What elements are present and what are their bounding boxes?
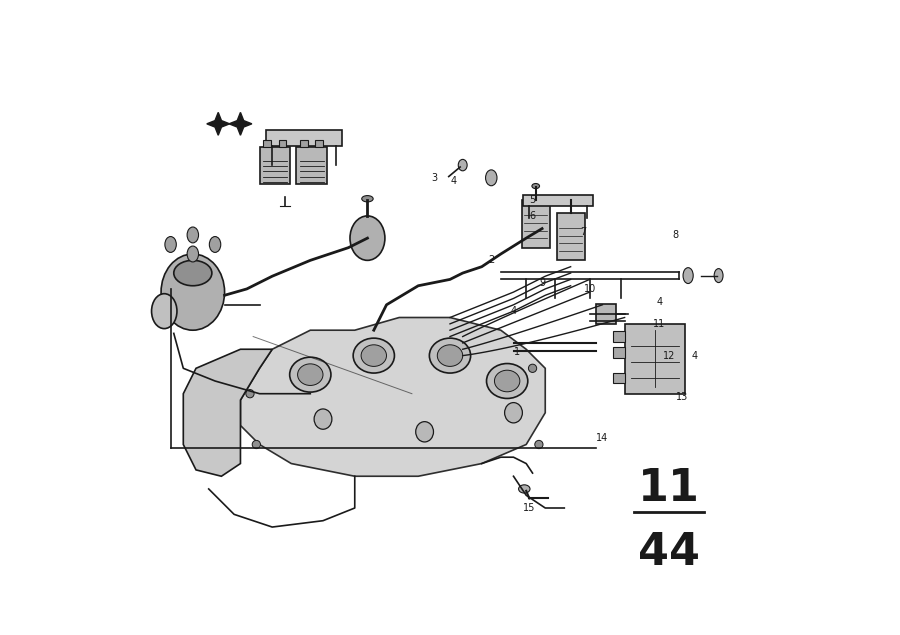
Ellipse shape — [165, 236, 176, 252]
Bar — [315, 140, 323, 147]
Ellipse shape — [535, 441, 543, 448]
Bar — [613, 347, 625, 358]
Ellipse shape — [246, 389, 254, 398]
Ellipse shape — [353, 338, 394, 373]
Ellipse shape — [437, 345, 463, 366]
Ellipse shape — [314, 409, 332, 429]
Text: 4: 4 — [656, 297, 662, 307]
Text: 13: 13 — [676, 392, 688, 402]
Bar — [523, 195, 593, 206]
Bar — [279, 140, 286, 147]
Ellipse shape — [350, 216, 385, 260]
Bar — [266, 130, 342, 146]
Ellipse shape — [416, 422, 434, 442]
Ellipse shape — [187, 227, 199, 243]
Text: 10: 10 — [583, 284, 596, 294]
Ellipse shape — [361, 345, 386, 366]
Text: 12: 12 — [663, 351, 675, 361]
Text: 7: 7 — [580, 227, 587, 237]
Ellipse shape — [494, 370, 520, 392]
Ellipse shape — [362, 196, 374, 202]
Polygon shape — [184, 349, 272, 476]
Ellipse shape — [298, 364, 323, 385]
Ellipse shape — [187, 246, 199, 262]
Ellipse shape — [715, 269, 723, 283]
Ellipse shape — [518, 485, 530, 493]
Text: 6: 6 — [529, 211, 535, 221]
Text: 4: 4 — [450, 176, 456, 186]
Bar — [259, 147, 290, 184]
Text: 5: 5 — [529, 195, 535, 205]
Bar — [613, 331, 625, 342]
Ellipse shape — [161, 254, 225, 330]
Ellipse shape — [683, 268, 693, 283]
Text: 3: 3 — [431, 173, 437, 183]
Polygon shape — [229, 112, 252, 135]
Text: 15: 15 — [523, 503, 536, 513]
Bar — [264, 140, 271, 147]
Text: 11: 11 — [653, 319, 666, 329]
Ellipse shape — [532, 184, 539, 189]
Text: 4: 4 — [510, 306, 517, 316]
Text: 8: 8 — [672, 230, 679, 240]
Ellipse shape — [174, 260, 212, 286]
Ellipse shape — [487, 363, 527, 399]
Bar — [613, 373, 625, 383]
Text: 44: 44 — [638, 531, 700, 574]
Ellipse shape — [486, 170, 497, 185]
Text: 9: 9 — [539, 277, 545, 288]
Polygon shape — [240, 318, 545, 476]
Ellipse shape — [458, 159, 467, 171]
Ellipse shape — [210, 236, 220, 252]
Bar — [522, 200, 550, 248]
Text: 1: 1 — [514, 347, 519, 358]
Bar — [596, 304, 617, 324]
Ellipse shape — [505, 403, 522, 423]
Ellipse shape — [252, 441, 260, 448]
Text: 14: 14 — [597, 433, 608, 443]
Bar — [300, 140, 308, 147]
Bar — [557, 213, 585, 260]
Text: 11: 11 — [638, 467, 700, 511]
Ellipse shape — [151, 293, 177, 329]
Text: 4: 4 — [691, 351, 698, 361]
Bar — [296, 147, 327, 184]
Ellipse shape — [528, 364, 536, 372]
Ellipse shape — [567, 196, 574, 201]
Ellipse shape — [290, 358, 331, 392]
Ellipse shape — [429, 338, 471, 373]
Polygon shape — [207, 112, 230, 135]
Bar — [625, 324, 685, 394]
Text: 2: 2 — [488, 255, 494, 265]
